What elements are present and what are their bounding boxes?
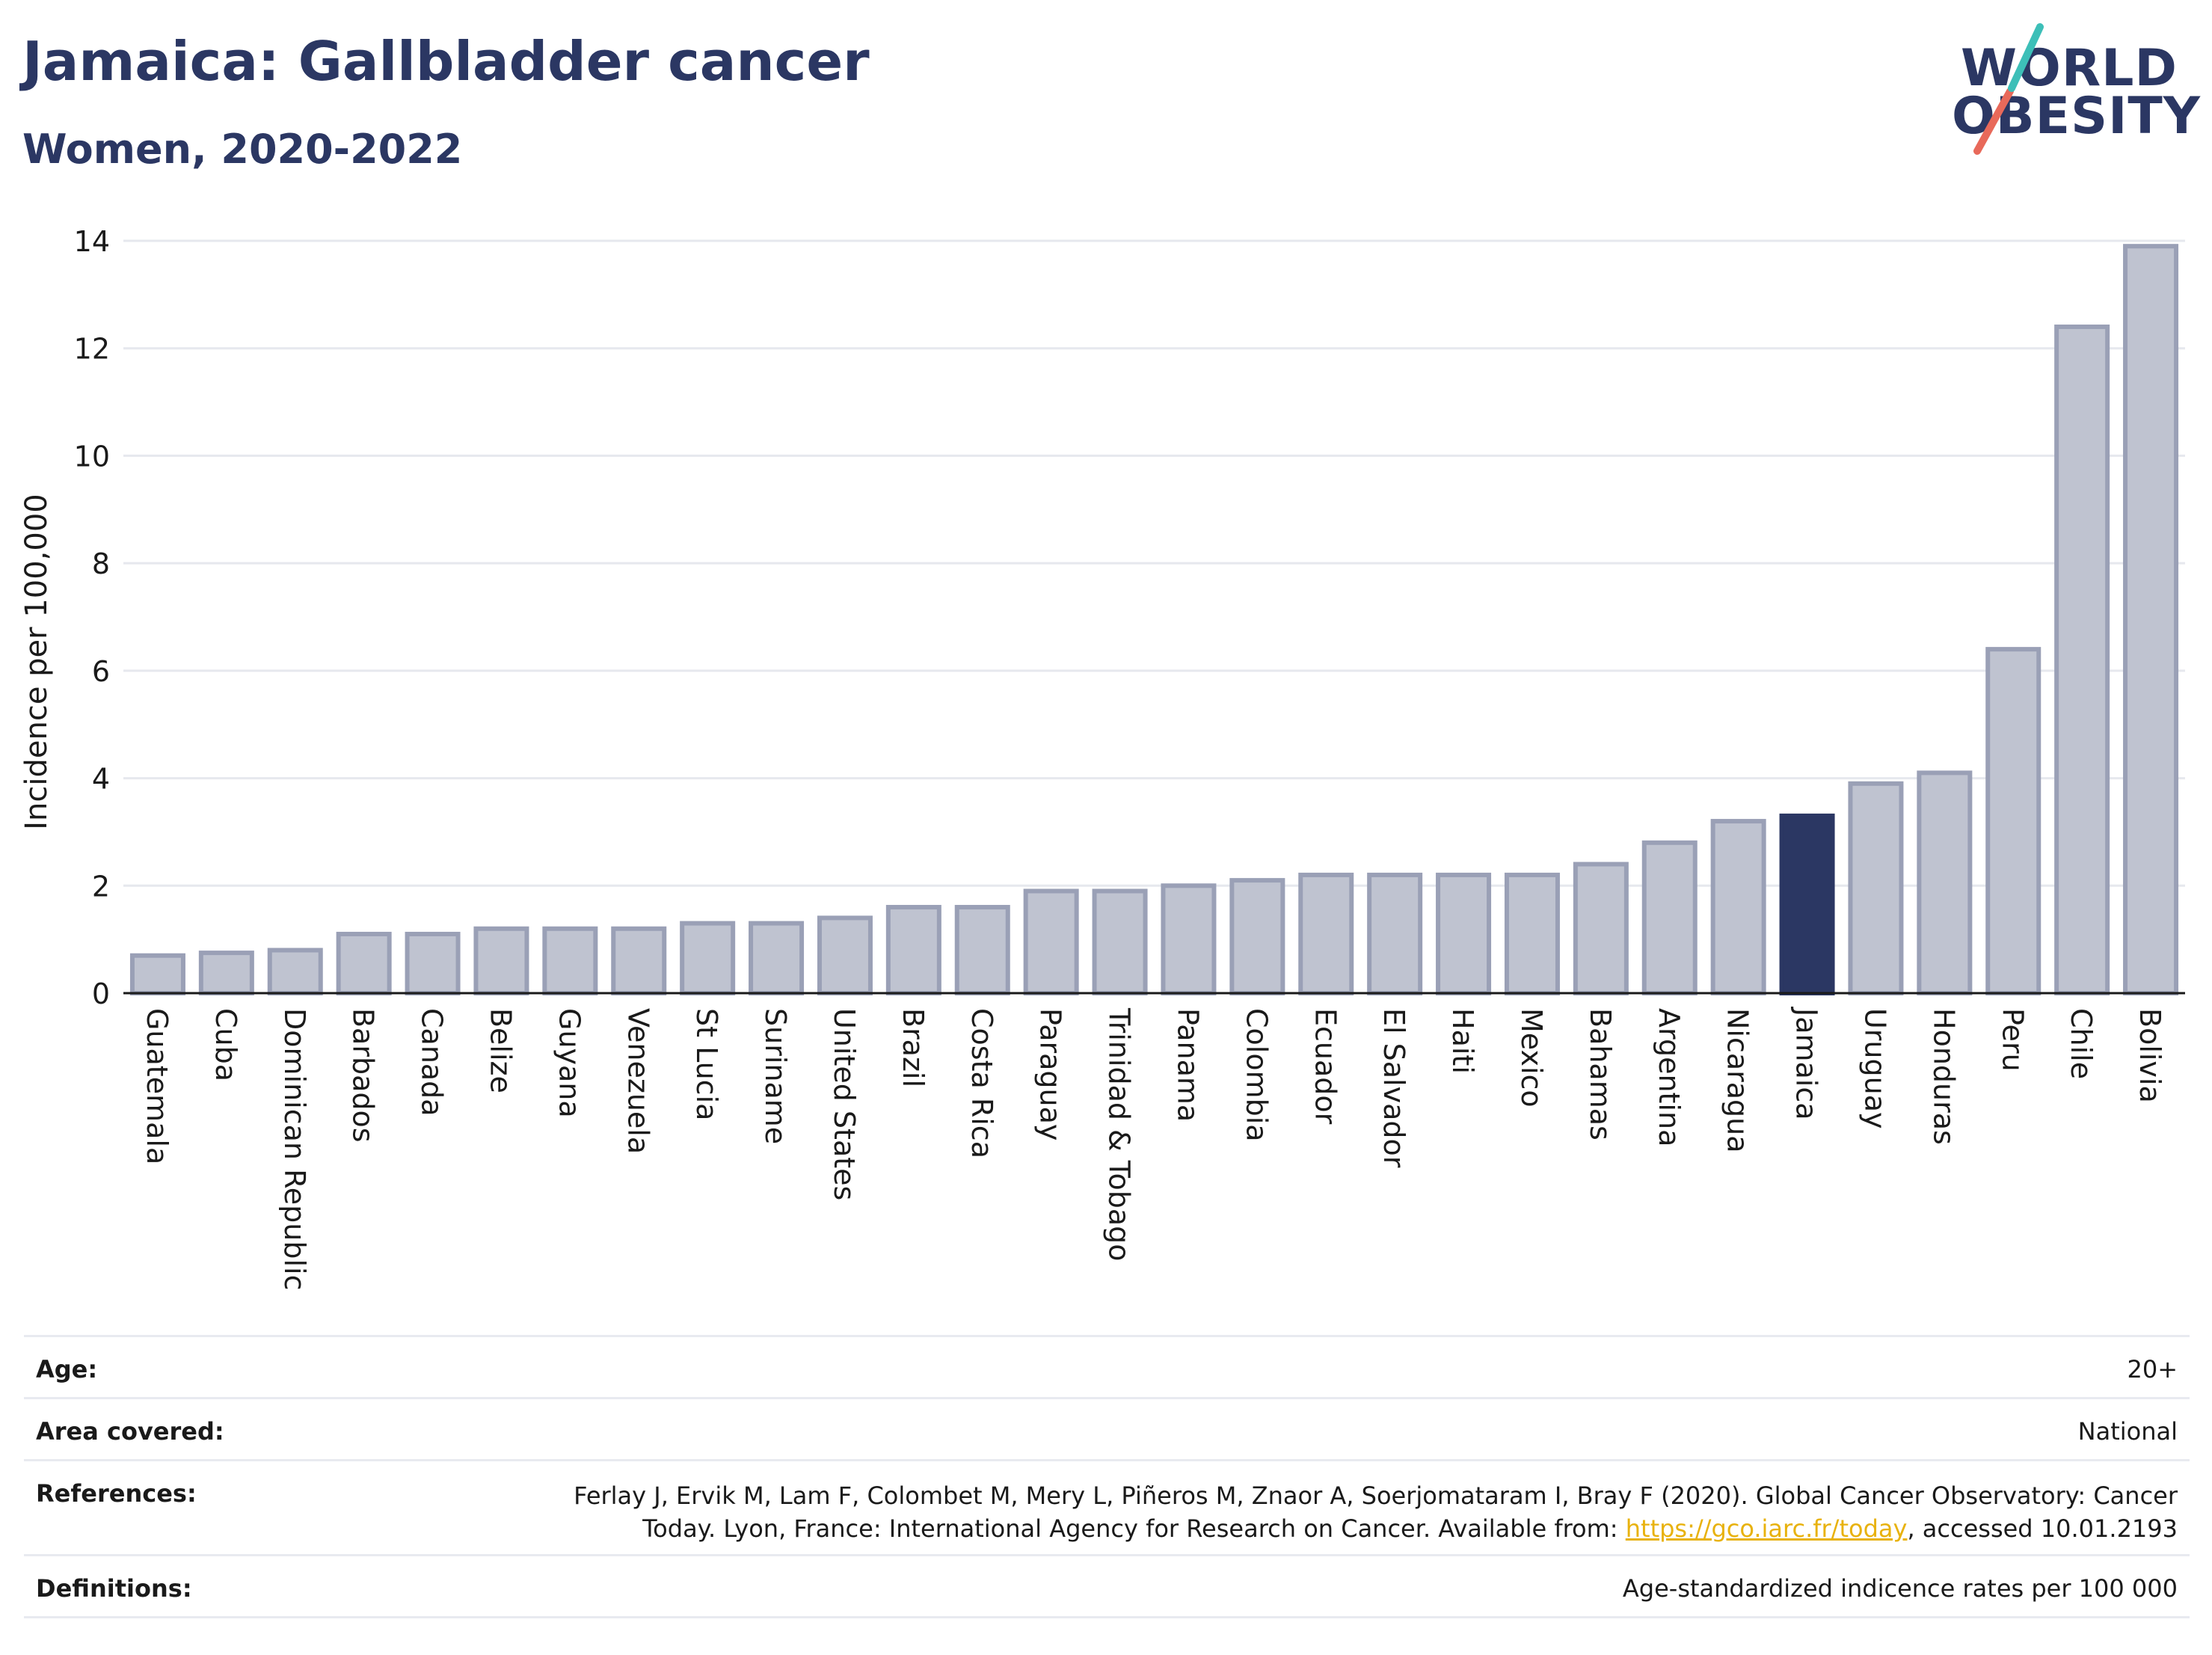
y-tick-label: 8 (92, 547, 110, 580)
bar-suriname (749, 921, 805, 995)
y-tick-label: 10 (74, 440, 110, 473)
x-tick-label: United States (828, 1008, 861, 1200)
metadata-table: Age: 20+ Area covered: National Referenc… (24, 1335, 2190, 1618)
bar-paraguay (1023, 888, 1079, 995)
x-tick-label: Venezuela (621, 1008, 654, 1154)
x-tick-label: Paraguay (1034, 1008, 1067, 1140)
references-line-2-start: Today. Lyon, France: International Agenc… (642, 1514, 1626, 1543)
meta-row-area: Area covered: National (24, 1397, 2190, 1459)
references-label: References: (36, 1479, 197, 1508)
world-obesity-logo: WORLD OBESITY (1952, 22, 2200, 157)
bar-cuba (198, 951, 254, 995)
bar-venezuela (611, 926, 667, 995)
y-tick-label: 4 (92, 763, 110, 796)
bar-peru (1985, 647, 2042, 995)
x-tick-label: Bahamas (1584, 1008, 1617, 1140)
bar-ecuador (1298, 872, 1354, 996)
references-link[interactable]: https://gco.iarc.fr/today (1625, 1514, 1908, 1543)
area-value: National (2077, 1417, 2178, 1446)
x-tick-label: Argentina (1653, 1008, 1686, 1146)
bar-mexico (1504, 872, 1560, 996)
bar-brazil (885, 905, 941, 995)
bar-haiti (1436, 872, 1492, 996)
grid-lines (123, 239, 2185, 995)
bar-nicaragua (1710, 819, 1766, 995)
y-tick-label: 6 (92, 655, 110, 688)
bar-dominican-republic (267, 948, 323, 995)
x-tick-label: Peru (1996, 1008, 2029, 1072)
x-tick-label: Chile (2065, 1008, 2098, 1079)
bar-bahamas (1573, 862, 1629, 995)
y-tick-label: 12 (74, 333, 110, 366)
x-tick-label: Costa Rica (965, 1008, 998, 1158)
y-axis-label: Incidence per 100,000 (19, 494, 54, 830)
meta-row-definitions: Definitions: Age-standardized indicence … (24, 1554, 2190, 1618)
bar-costa-rica (954, 905, 1010, 995)
logo-text-world: WORLD (1961, 39, 2178, 98)
bar-honduras (1917, 770, 1973, 996)
bar-barbados (336, 931, 392, 996)
x-tick-label: Mexico (1515, 1008, 1548, 1108)
bar-panama (1161, 883, 1217, 995)
logo-slash-icon (1973, 23, 2044, 155)
bar-colombia (1229, 878, 1285, 995)
x-tick-label: Suriname (759, 1008, 792, 1144)
references-line-1: Ferlay J, Ervik M, Lam F, Colombet M, Me… (574, 1481, 2178, 1510)
x-tick-label: Trinidad & Tobago (1103, 1007, 1136, 1262)
meta-row-references: References: Ferlay J, Ervik M, Lam F, Co… (24, 1459, 2190, 1554)
meta-row-age: Age: 20+ (24, 1335, 2190, 1397)
bar-chile (2054, 324, 2110, 995)
x-tick-label: Canada (416, 1008, 449, 1117)
bar-argentina (1641, 840, 1698, 995)
x-tick-label: Panama (1171, 1008, 1204, 1122)
bar-chart: 0 2 4 6 8 10 12 14 Incidence per 100,000 Guatem… (19, 225, 2185, 1290)
bar-bolivia (2123, 244, 2179, 995)
x-tick-label: Jamaica (1790, 1007, 1823, 1120)
x-tick-label: Cuba (209, 1008, 242, 1081)
definitions-value: Age-standardized indicence rates per 100… (1622, 1574, 2178, 1603)
bar-st-lucia (680, 921, 736, 995)
references-line-2-end: , accessed 10.01.2193 (1907, 1514, 2178, 1543)
bar-canada (405, 931, 461, 996)
x-tick-label: Ecuador (1309, 1008, 1342, 1125)
y-tick-label: 2 (92, 870, 110, 903)
bar-trinidad-tobago (1092, 888, 1148, 995)
area-label: Area covered: (36, 1417, 224, 1446)
x-tick-label: Uruguay (1858, 1008, 1891, 1129)
page-subtitle: Women, 2020-2022 (22, 126, 463, 173)
bar-uruguay (1848, 781, 1904, 995)
x-tick-label: Honduras (1927, 1008, 1960, 1145)
y-tick-label: 14 (74, 225, 110, 258)
bar-jamaica (1779, 813, 1835, 995)
bar-guatemala (129, 953, 185, 996)
page-title: Jamaica: Gallbladder cancer (22, 30, 870, 93)
references-value: Ferlay J, Ervik M, Lam F, Colombet M, Me… (574, 1479, 2178, 1545)
y-axis-ticks: 0 2 4 6 8 10 12 14 (74, 225, 110, 1010)
x-tick-label: Brazil (897, 1008, 930, 1087)
bar-guyana (542, 926, 598, 995)
x-tick-label: Colombia (1240, 1008, 1273, 1142)
x-tick-label: Haiti (1446, 1008, 1479, 1074)
y-tick-label: 0 (92, 977, 110, 1010)
x-axis-labels: Guatemala Cuba Dominican Republic Barbados C… (141, 1007, 2166, 1290)
bar-belize (473, 926, 529, 995)
x-tick-label: St Lucia (690, 1008, 723, 1120)
x-tick-label: Belize (484, 1008, 517, 1093)
bar-el-salvador (1367, 872, 1423, 996)
x-tick-label: Bolivia (2133, 1008, 2166, 1103)
x-tick-label: Barbados (347, 1008, 380, 1143)
x-tick-label: Dominican Republic (278, 1008, 311, 1290)
definitions-label: Definitions: (36, 1574, 192, 1603)
x-tick-label: Guyana (553, 1008, 586, 1118)
x-tick-label: El Salvador (1377, 1008, 1410, 1168)
age-value: 20+ (2127, 1355, 2178, 1384)
bar-united-states (817, 915, 873, 996)
age-label: Age: (36, 1355, 98, 1384)
bars (129, 244, 2179, 996)
references-line-2: Today. Lyon, France: International Agenc… (574, 1512, 2178, 1545)
x-tick-label: Nicaragua (1721, 1008, 1754, 1153)
x-tick-label: Guatemala (141, 1008, 173, 1164)
